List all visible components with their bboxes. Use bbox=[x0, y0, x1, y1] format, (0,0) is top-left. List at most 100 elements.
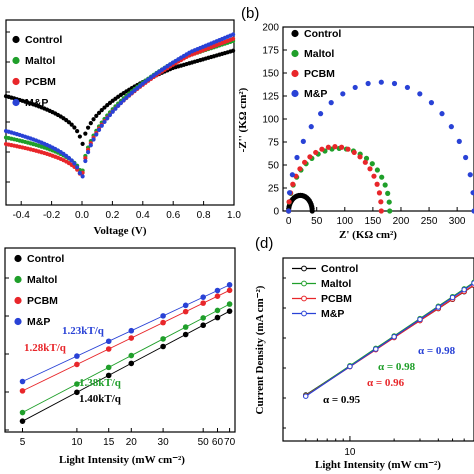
legend-label-maltol: Maltol bbox=[27, 274, 57, 286]
data-point bbox=[116, 103, 121, 108]
data-point bbox=[75, 129, 80, 134]
data-point bbox=[83, 131, 88, 136]
legend-label-control: Control bbox=[27, 253, 64, 265]
data-point bbox=[129, 90, 134, 95]
legend-label-mp: M&P bbox=[321, 308, 344, 320]
data-point bbox=[363, 155, 370, 161]
data-point bbox=[367, 166, 373, 172]
legend-marker-mp bbox=[301, 310, 307, 317]
data-point bbox=[83, 156, 88, 161]
data-point bbox=[376, 190, 383, 196]
legend-label-mp: M&P bbox=[304, 88, 327, 100]
panel-d-ylabel: Current Density (mA cm⁻²) bbox=[254, 285, 266, 414]
legend-marker-mp bbox=[12, 98, 20, 107]
x-tick-label: 10 bbox=[71, 437, 83, 448]
x-tick-label: 15 bbox=[103, 437, 115, 448]
series-control bbox=[3, 48, 236, 146]
data-point bbox=[214, 314, 221, 321]
data-point bbox=[85, 150, 91, 155]
y-tick-label: 50 bbox=[268, 161, 280, 172]
data-point bbox=[369, 161, 375, 167]
data-point bbox=[226, 287, 233, 294]
data-point bbox=[74, 381, 80, 387]
data-point bbox=[160, 343, 166, 350]
x-tick-label: 1.0 bbox=[227, 210, 241, 221]
legend-label-maltol: Maltol bbox=[304, 48, 334, 60]
data-point bbox=[340, 91, 346, 97]
data-point bbox=[80, 174, 85, 179]
data-point bbox=[77, 170, 82, 176]
x-tick-label: 250 bbox=[421, 216, 438, 227]
data-point bbox=[105, 338, 112, 345]
legend-marker-control bbox=[12, 35, 20, 44]
legend-label-pcbm: PCBM bbox=[321, 293, 352, 305]
data-point bbox=[365, 80, 371, 87]
panel-c: 5 10 15 20 30 50 60 70 Control Maltol PCBM M&P 1.2… bbox=[4, 247, 236, 466]
data-point bbox=[102, 105, 107, 110]
data-point bbox=[19, 409, 26, 416]
annotation-pcbm: α = 0.96 bbox=[367, 377, 405, 389]
data-point bbox=[113, 106, 118, 111]
panel-b-ticks: 0 50 100 150 200 250 300 0 25 50 75 100 125 150 175 200 bbox=[262, 23, 466, 228]
data-point bbox=[226, 282, 233, 288]
data-point bbox=[328, 100, 334, 106]
x-tick-label: 50 bbox=[311, 216, 323, 227]
data-point bbox=[85, 125, 91, 130]
panel-b-letter: (b) bbox=[241, 5, 259, 22]
panel-d-xlabel: Light Intensity (mW cm⁻²) bbox=[315, 459, 441, 471]
data-point bbox=[456, 138, 462, 144]
data-point bbox=[374, 167, 380, 173]
y-tick-label: 125 bbox=[262, 92, 279, 103]
data-point bbox=[99, 123, 104, 128]
data-point bbox=[214, 287, 221, 294]
series-mp bbox=[286, 79, 474, 214]
x-tick-label: -0.4 bbox=[13, 210, 31, 221]
data-point bbox=[467, 172, 473, 178]
panel-b-data bbox=[286, 79, 474, 214]
data-point bbox=[74, 361, 80, 368]
legend-marker-maltol bbox=[291, 49, 299, 58]
panel-b-ylabel: -Z'' (KΩ cm²) bbox=[237, 87, 249, 152]
panel-a-xlabel: Voltage (V) bbox=[93, 225, 146, 237]
data-point bbox=[286, 208, 292, 214]
data-point bbox=[105, 364, 112, 371]
data-point bbox=[83, 158, 88, 164]
panel-d-ticks: 10 bbox=[283, 277, 465, 458]
data-point bbox=[230, 48, 236, 53]
data-point bbox=[294, 154, 300, 161]
data-point bbox=[91, 117, 96, 122]
legend-label-maltol: Maltol bbox=[321, 278, 351, 290]
data-point bbox=[470, 190, 474, 196]
y-tick-label: 75 bbox=[268, 138, 280, 149]
legend-marker-pcbm bbox=[291, 69, 299, 78]
data-point bbox=[448, 124, 454, 130]
legend-marker-pcbm bbox=[12, 77, 20, 86]
data-point bbox=[461, 286, 467, 293]
x-tick-label: 50 bbox=[198, 437, 210, 448]
x-tick-label: 70 bbox=[224, 437, 236, 448]
panel-a-data bbox=[3, 32, 236, 179]
x-tick-label: -0.2 bbox=[43, 210, 61, 221]
panel-d-letter: (d) bbox=[255, 235, 273, 252]
panel-d-frame bbox=[282, 257, 474, 442]
data-point bbox=[160, 336, 166, 342]
data-point bbox=[200, 322, 206, 329]
data-point bbox=[391, 334, 397, 340]
legend-marker-pcbm bbox=[14, 296, 22, 305]
data-point bbox=[309, 208, 315, 214]
data-point bbox=[286, 199, 292, 205]
legend-marker-mp bbox=[291, 89, 299, 98]
panel-c-data bbox=[19, 282, 233, 424]
data-point bbox=[302, 159, 308, 165]
y-tick-label: 150 bbox=[262, 69, 279, 80]
data-point bbox=[230, 36, 236, 41]
data-point bbox=[94, 132, 99, 137]
data-point bbox=[463, 154, 469, 161]
data-point bbox=[226, 308, 233, 314]
data-point bbox=[128, 352, 135, 359]
y-tick-label: 25 bbox=[268, 184, 280, 195]
panel-b: (b) 0 50 100 150 200 250 300 0 25 50 75 100 125 150 17… bbox=[237, 5, 474, 241]
data-point bbox=[127, 93, 132, 98]
data-point bbox=[128, 327, 135, 334]
